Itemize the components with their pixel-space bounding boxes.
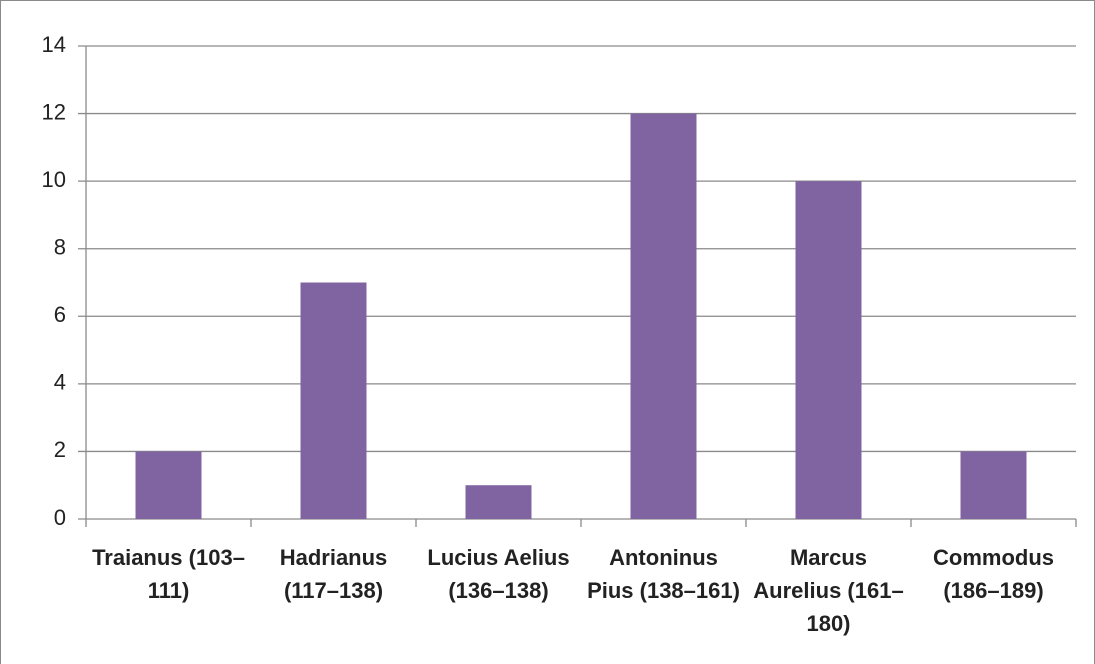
bar	[630, 113, 697, 520]
x-tick-label: Antoninus Pius (138–161)	[587, 545, 740, 603]
bar	[465, 485, 532, 519]
y-tick-label: 0	[54, 505, 66, 530]
y-tick-label: 2	[54, 437, 66, 462]
x-tick-label: Commodus (186–189)	[933, 545, 1054, 603]
y-tick-label: 4	[54, 370, 66, 395]
x-tick-label: Lucius Aelius (136–138)	[427, 545, 570, 603]
bar	[795, 181, 862, 519]
y-tick-label: 8	[54, 235, 66, 260]
x-tick-label: Marcus Aurelius (161–180)	[753, 545, 904, 636]
y-tick-label: 6	[54, 302, 66, 327]
bar	[300, 282, 367, 519]
bar	[960, 451, 1027, 519]
x-tick-label: Traianus (103–111)	[92, 545, 245, 603]
y-tick-label: 10	[42, 167, 66, 192]
y-tick-label: 14	[42, 32, 66, 57]
bar	[135, 451, 202, 519]
y-tick-label: 12	[42, 99, 66, 124]
x-tick-label: Hadrianus (117–138)	[279, 545, 388, 603]
